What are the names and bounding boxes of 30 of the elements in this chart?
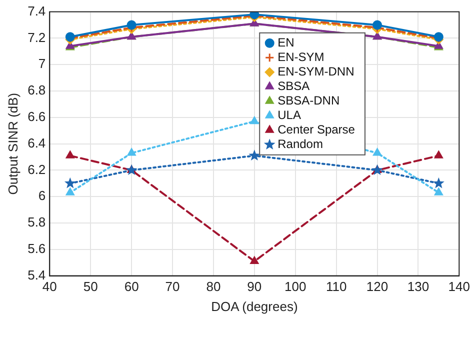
x-tick-label: 110 <box>326 279 347 294</box>
y-tick-label: 6.8 <box>28 82 46 98</box>
x-tick-label: 80 <box>206 279 221 294</box>
y-tick-label: 6.6 <box>28 108 46 124</box>
x-tick-label: 60 <box>124 279 139 294</box>
x-tick-label: 100 <box>284 279 306 294</box>
y-tick-label: 5.6 <box>28 240 46 256</box>
legend-label: EN-SYM-DNN <box>278 64 354 78</box>
y-tick-label: 6 <box>38 188 46 204</box>
y-tick-label: 5.8 <box>28 214 46 230</box>
x-tick-label: 90 <box>247 279 262 294</box>
legend-label: EN-SYM <box>278 50 324 64</box>
legend-label: SBSA-DNN <box>278 93 340 108</box>
legend-label: ULA <box>278 108 301 122</box>
y-tick-label: 6.2 <box>28 162 46 177</box>
legend-label: Center Sparse <box>278 122 356 136</box>
y-tick-label: 7.2 <box>28 30 46 45</box>
x-tick-label: 140 <box>448 279 470 294</box>
legend-label: Random <box>278 136 323 151</box>
y-tick-label: 6.4 <box>28 135 46 150</box>
x-tick-label: 50 <box>83 279 98 294</box>
legend-label: SBSA <box>278 78 310 93</box>
x-axis-title: DOA (degrees) <box>211 298 298 314</box>
x-tick-label: 130 <box>407 279 430 294</box>
y-tick-label: 7 <box>38 56 46 72</box>
x-tick-label: 120 <box>366 279 388 294</box>
y-tick-label: 7.4 <box>28 3 46 18</box>
legend-label: EN <box>278 35 294 50</box>
x-tick-label: 70 <box>165 279 180 294</box>
y-axis-title: Output SINR (dB) <box>5 92 20 195</box>
